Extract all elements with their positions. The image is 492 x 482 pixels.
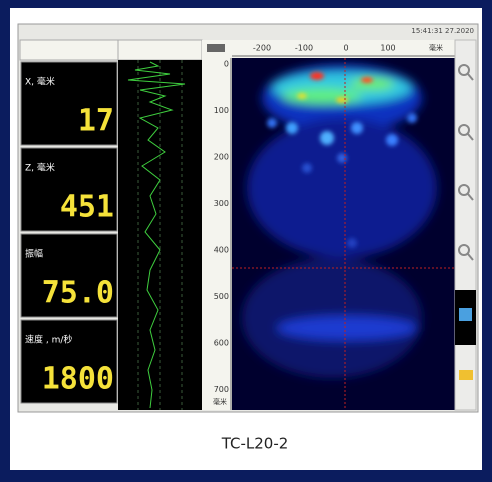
- y-tick-label: 400: [214, 246, 229, 255]
- y-tick-label: 100: [214, 106, 229, 115]
- readout-value: 1800: [42, 362, 114, 397]
- readout-label: Z, 毫米: [25, 162, 55, 174]
- wave-header: [118, 40, 202, 60]
- readout-label: X, 毫米: [25, 76, 55, 88]
- y-tick-label: 200: [214, 153, 229, 162]
- y-unit: 毫米: [213, 397, 227, 406]
- readout-label: 振幅: [25, 248, 43, 260]
- readout-value: 17: [78, 104, 114, 139]
- caption: TC-L20-2: [221, 435, 289, 453]
- screenshot: 15:41:31 27.2020 X, 毫米 17 Z, 毫米 451 振幅 75.0 速度…: [0, 0, 492, 478]
- toolbar: [455, 40, 476, 410]
- readout-value: 451: [60, 190, 114, 225]
- scale-icon: [207, 44, 225, 52]
- readout-header: [20, 40, 118, 60]
- y-tick-label: 600: [214, 339, 229, 348]
- y-tick-label: 700: [214, 385, 229, 394]
- y-tick-label: 300: [214, 199, 229, 208]
- status-time: 15:41:31 27.2020: [411, 27, 474, 35]
- x-tick-label: -100: [295, 44, 313, 53]
- y-tick-label: 500: [214, 292, 229, 301]
- x-tick-label: -200: [253, 44, 271, 53]
- x-tick-label: 100: [380, 44, 395, 53]
- readout-label: 速度 , m/秒: [25, 334, 72, 346]
- readout-value: 75.0: [42, 276, 114, 311]
- y-tick-label: 0: [224, 60, 229, 69]
- x-tick-label: 0: [343, 44, 348, 53]
- scan-image: [232, 58, 455, 410]
- x-unit: 毫米: [429, 43, 443, 52]
